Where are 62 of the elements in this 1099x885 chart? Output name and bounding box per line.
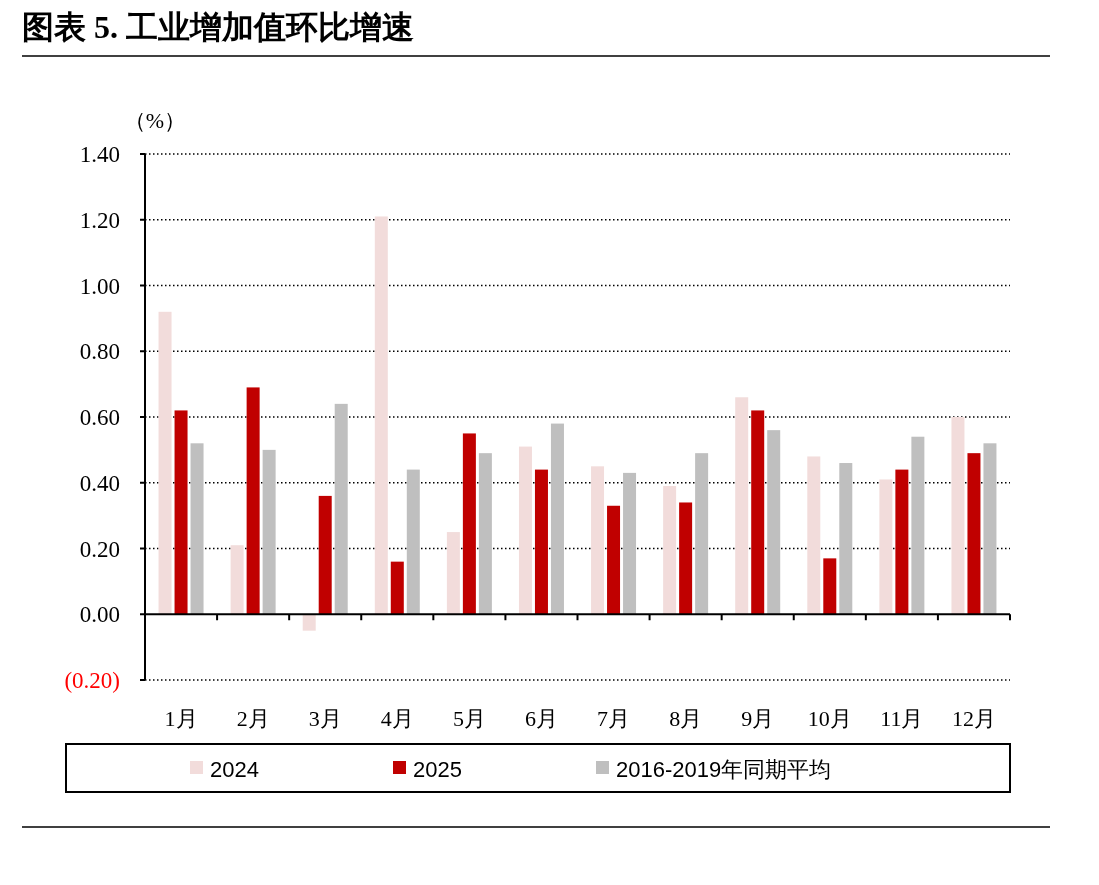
x-tick-label: 1月 [164, 706, 198, 731]
bar [911, 436, 925, 615]
bar [262, 449, 276, 615]
bar [518, 446, 532, 615]
x-tick-label: 5月 [452, 706, 486, 731]
bar [767, 430, 781, 615]
bar [374, 216, 388, 615]
bar [246, 387, 260, 615]
bar [174, 410, 188, 615]
y-tick-label: 0.80 [79, 339, 120, 365]
x-tick-label: 11月 [880, 706, 924, 731]
bar [751, 410, 765, 615]
y-tick-label: 1.00 [79, 273, 120, 299]
bar [839, 463, 853, 615]
x-tick-label: 12月 [951, 706, 996, 731]
bar [230, 545, 244, 615]
legend-label: 2025 [413, 757, 462, 782]
bar [462, 433, 476, 615]
bar [318, 495, 332, 615]
x-tick-label: 8月 [669, 706, 703, 731]
bar [895, 469, 909, 615]
x-tick-label: 7月 [597, 706, 631, 731]
legend-label: 2016-2019年同期平均 [616, 757, 832, 782]
bar [334, 403, 348, 615]
x-tick-label: 6月 [524, 706, 558, 731]
bar [623, 472, 637, 615]
bar [695, 453, 709, 615]
bar [158, 311, 172, 615]
x-tick-label: 2月 [236, 706, 270, 731]
bar [534, 469, 548, 615]
bar [679, 502, 693, 615]
bar [735, 397, 749, 615]
bar [807, 456, 821, 615]
x-tick-label: 4月 [380, 706, 414, 731]
bar [951, 417, 965, 615]
y-tick-label: 0.20 [79, 536, 120, 562]
bar [406, 469, 420, 615]
bar [478, 453, 492, 615]
y-tick-label: 1.20 [79, 207, 120, 233]
bar [591, 466, 605, 615]
bar [879, 479, 893, 615]
bar [446, 532, 460, 615]
y-tick-label: 0.60 [79, 405, 120, 430]
x-tick-label: 10月 [807, 706, 852, 731]
bar [302, 614, 316, 631]
y-tick-label: 1.40 [79, 142, 120, 167]
bar [983, 443, 997, 615]
bar [823, 558, 837, 615]
x-tick-label: 3月 [308, 706, 342, 731]
y-tick-label: 0.40 [79, 470, 120, 496]
bar [190, 443, 204, 615]
bar [607, 505, 621, 615]
y-tick-label: (0.20) [64, 668, 120, 693]
chart-title: 图表 5. 工业增加值环比增速 [22, 9, 414, 45]
bar [663, 486, 677, 615]
bar [967, 453, 981, 615]
x-tick-label: 9月 [741, 706, 775, 731]
y-axis-title: （%） [123, 108, 187, 133]
y-tick-label: 0.00 [79, 602, 120, 628]
legend-label: 2024 [210, 757, 259, 782]
bar [390, 561, 404, 615]
bar [550, 423, 564, 615]
